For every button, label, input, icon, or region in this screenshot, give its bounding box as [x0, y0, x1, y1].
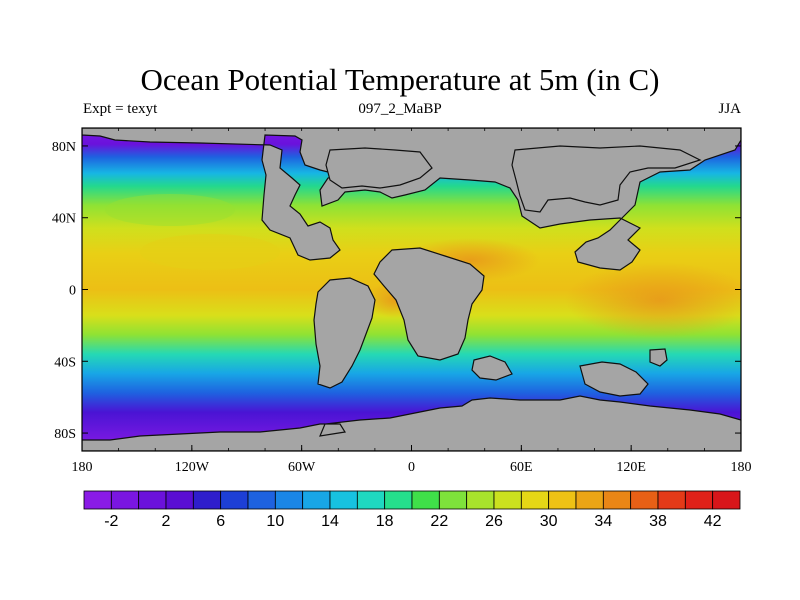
x-tick-label: 120E [616, 460, 646, 475]
colorbar-label: -2 [104, 513, 118, 530]
colorbar-swatch [438, 490, 468, 510]
colorbar-label: 34 [594, 513, 612, 530]
colorbar-swatch [356, 490, 386, 510]
colorbar-swatch [602, 490, 632, 510]
colorbar-swatch [684, 490, 714, 510]
x-tick-label: 60E [510, 460, 533, 475]
y-tick-label: 0 [69, 284, 76, 299]
colorbar-swatch [110, 490, 140, 510]
season-label: JJA [718, 101, 741, 117]
y-tick-label: 80N [52, 140, 76, 155]
colorbar: -2 2 6 10 14 18 22 26 30 34 38 42 [83, 490, 741, 530]
colorbar-label: 38 [649, 513, 667, 530]
colorbar-swatch [466, 490, 495, 510]
colorbar-swatch [384, 490, 413, 510]
colorbar-swatch [329, 490, 358, 510]
colorbar-swatch [302, 490, 331, 510]
colorbar-swatch [657, 490, 686, 510]
colorbar-swatch [192, 490, 222, 510]
colorbar-swatch [274, 490, 304, 510]
x-tick-label: 60W [288, 460, 316, 475]
colorbar-label: 14 [321, 513, 339, 530]
colorbar-swatch [220, 490, 249, 510]
colorbar-label: 30 [540, 513, 558, 530]
ocean-temperature-field [82, 128, 741, 451]
x-tick-label: 0 [408, 460, 415, 475]
colorbar-swatch [165, 490, 194, 510]
run-label: 097_2_MaBP [358, 101, 442, 117]
x-axis: 180 120W 60W 0 60E 120E 180 [72, 128, 752, 475]
colorbar-swatch [493, 490, 522, 510]
map-title: Ocean Potential Temperature at 5m (in C) [140, 62, 660, 97]
colorbar-label: 18 [376, 513, 394, 530]
colorbar-swatch [575, 490, 604, 510]
colorbar-swatch [247, 490, 276, 510]
colorbar-label: 2 [162, 513, 171, 530]
y-tick-label: 80S [54, 427, 76, 442]
x-tick-label: 120W [175, 460, 210, 475]
colorbar-swatch [548, 490, 577, 510]
colorbar-label: 10 [266, 513, 284, 530]
colorbar-swatch [83, 490, 112, 510]
colorbar-label: 22 [430, 513, 448, 530]
x-tick-label: 180 [731, 460, 752, 475]
colorbar-label: 42 [704, 513, 722, 530]
colorbar-swatch [630, 490, 659, 510]
y-tick-label: 40S [54, 355, 76, 370]
colorbar-label: 26 [485, 513, 503, 530]
colorbar-label: 6 [216, 513, 225, 530]
colorbar-swatch [520, 490, 550, 510]
y-tick-label: 40N [52, 212, 76, 227]
colorbar-swatch [138, 490, 167, 510]
land-masses [82, 128, 741, 451]
colorbar-swatch [411, 490, 440, 510]
y-axis: 80N 40N 0 40S 80S [52, 140, 741, 442]
x-tick-label: 180 [72, 460, 93, 475]
experiment-label: Expt = texyt [83, 101, 158, 117]
colorbar-swatch [712, 490, 741, 510]
